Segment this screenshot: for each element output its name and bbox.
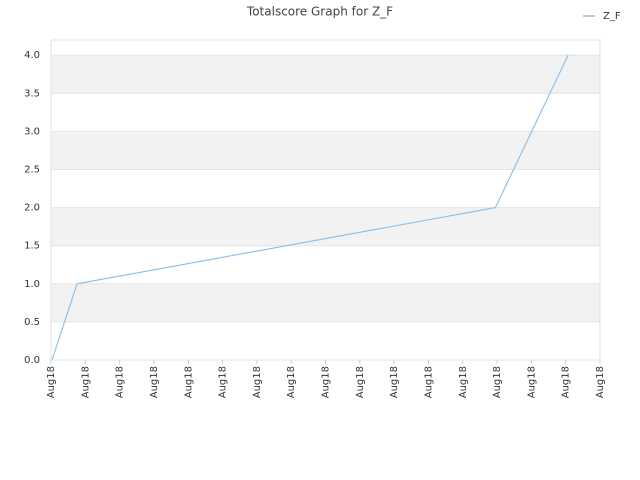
series-line [51, 54, 569, 361]
plot-band [51, 55, 600, 94]
chart-title: Totalscore Graph for Z_F [246, 5, 393, 19]
x-tick-label: Aug18 [355, 366, 366, 398]
x-tick-label: Aug18 [526, 366, 537, 398]
plot-band [51, 131, 600, 170]
plot-band [51, 283, 600, 322]
x-tick-label: Aug18 [286, 366, 297, 398]
x-tick-label: Aug18 [595, 366, 606, 398]
x-tick-label: Aug18 [46, 366, 57, 398]
x-tick-label: Aug18 [492, 366, 503, 398]
x-tick-label: Aug18 [183, 366, 194, 398]
x-tick-label: Aug18 [321, 366, 332, 398]
x-tick-label: Aug18 [389, 366, 400, 398]
y-tick-label: 3.0 [24, 126, 40, 137]
x-tick-label: Aug18 [115, 366, 126, 398]
plot-band [51, 207, 600, 246]
plot-band [51, 245, 600, 284]
plot-band [51, 169, 600, 208]
y-tick-label: 2.5 [24, 165, 40, 176]
x-tick-label: Aug18 [252, 366, 263, 398]
y-tick-label: 1.0 [24, 279, 40, 290]
x-tick-label: Aug18 [561, 366, 572, 398]
plot-band [51, 40, 600, 56]
y-tick-label: 0.0 [24, 355, 40, 366]
y-tick-label: 4.0 [24, 50, 40, 61]
plot-band [51, 93, 600, 132]
legend-label: Z_F [603, 11, 621, 22]
y-tick-label: 0.5 [24, 317, 40, 328]
plot-band [51, 321, 600, 360]
x-tick-label: Aug18 [149, 366, 160, 398]
x-tick-label: Aug18 [458, 366, 469, 398]
y-tick-label: 1.5 [24, 241, 40, 252]
x-tick-label: Aug18 [423, 366, 434, 398]
y-tick-label: 2.0 [24, 203, 40, 214]
x-tick-label: Aug18 [218, 366, 229, 398]
x-tick-label: Aug18 [80, 366, 91, 398]
y-tick-label: 3.5 [24, 88, 40, 99]
